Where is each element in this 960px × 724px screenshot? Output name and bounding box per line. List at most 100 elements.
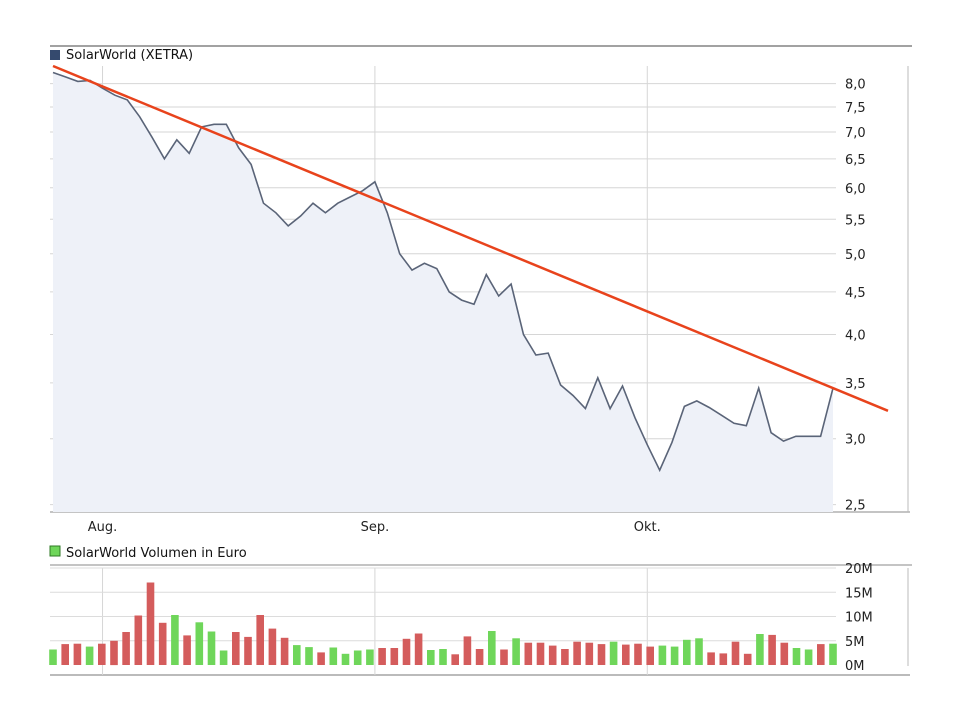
volume-bar: [622, 644, 630, 665]
volume-bar: [646, 646, 654, 665]
volume-bar: [817, 644, 825, 665]
price-y-tick-label: 8,0: [845, 78, 866, 93]
volume-bars: [49, 582, 837, 666]
price-x-axis: Aug. Sep. Okt.: [88, 520, 661, 535]
volume-bar: [829, 643, 837, 665]
volume-bar: [500, 649, 508, 665]
volume-bar: [609, 641, 618, 665]
price-y-tick-label: 6,0: [845, 182, 866, 197]
volume-grid: [50, 567, 836, 675]
volume-bar: [512, 638, 520, 665]
price-panel: 8,0 7,5 7,0 6,5 6,0 5,5 5,0 4,5 4,0 3,5 3,0 2,5 Aug…: [50, 45, 912, 535]
volume-bar: [719, 653, 728, 665]
price-line: [52, 71, 834, 473]
price-y-tick-label: 7,0: [845, 126, 866, 141]
price-y-tick-label: 4,0: [845, 329, 866, 344]
volume-bar: [305, 647, 313, 665]
volume-bar: [414, 633, 423, 665]
volume-bar: [329, 647, 338, 665]
volume-bar: [743, 653, 752, 665]
volume-bar: [658, 645, 667, 665]
volume-bar: [195, 622, 204, 665]
price-y-tick-label: 5,0: [845, 248, 866, 263]
volume-bar: [317, 652, 325, 665]
volume-bar: [402, 638, 411, 665]
price-y-tick-label: 7,5: [845, 101, 866, 116]
volume-bar: [451, 654, 459, 665]
volume-y-tick-label: 10M: [845, 611, 873, 626]
price-y-tick-label: 6,5: [845, 153, 866, 168]
volume-bar: [792, 648, 801, 665]
price-y-tick-label: 3,5: [845, 377, 866, 392]
volume-bar: [134, 615, 143, 665]
price-area: [53, 72, 833, 512]
trendline: [52, 64, 889, 412]
volume-legend-marker: [49, 545, 61, 557]
volume-bar: [366, 649, 374, 665]
volume-bar: [146, 582, 155, 665]
volume-bar: [536, 642, 545, 665]
price-y-tick-label: 3,0: [845, 433, 866, 448]
volume-bar: [378, 648, 386, 665]
volume-bar: [427, 650, 435, 665]
volume-bar: [573, 641, 581, 665]
volume-bar: [73, 643, 82, 665]
x-tick-label: Sep.: [361, 520, 390, 535]
price-y-tick-label: 2,5: [845, 499, 866, 514]
volume-bar: [390, 648, 399, 665]
volume-bar: [49, 649, 57, 665]
volume-bar: [85, 646, 94, 665]
volume-bar: [293, 645, 301, 665]
volume-bar: [780, 642, 789, 665]
volume-bar: [61, 644, 69, 665]
volume-bar: [232, 632, 240, 665]
volume-y-tick-label: 20M: [845, 562, 873, 577]
x-tick-label: Okt.: [634, 520, 661, 535]
volume-bar: [548, 645, 557, 665]
volume-bar: [207, 631, 216, 665]
volume-bar: [683, 639, 691, 665]
volume-bar: [183, 635, 191, 665]
price-legend-label: SolarWorld (XETRA): [66, 48, 193, 63]
volume-bar: [110, 640, 118, 666]
volume-bar: [244, 636, 252, 665]
volume-bar: [731, 641, 740, 665]
volume-bar: [634, 643, 642, 665]
x-tick-label: Aug.: [88, 520, 118, 535]
volume-bar: [158, 622, 167, 665]
volume-bar: [171, 615, 179, 665]
volume-y-tick-label: 5M: [845, 635, 865, 650]
volume-bar: [695, 638, 703, 665]
volume-bar: [475, 649, 484, 665]
price-y-axis: 8,0 7,5 7,0 6,5 6,0 5,5 5,0 4,5 4,0 3,5 3,0 2,5: [845, 78, 866, 514]
volume-bar: [256, 615, 264, 665]
volume-bar: [524, 642, 533, 665]
volume-bar: [561, 649, 569, 665]
volume-bar: [268, 628, 277, 665]
volume-bar: [98, 643, 106, 665]
price-legend-marker: [50, 50, 60, 60]
price-y-tick-label: 4,5: [845, 286, 866, 301]
volume-y-tick-label: 15M: [845, 586, 873, 601]
volume-bar: [597, 644, 606, 665]
volume-bar: [756, 634, 764, 665]
volume-y-tick-label: 0M: [845, 659, 865, 674]
volume-bar: [488, 631, 496, 665]
volume-bar: [219, 650, 228, 665]
volume-bar: [353, 650, 362, 665]
volume-panel: SolarWorld Volumen in Euro 20M 15M 10M 5M 0M: [49, 545, 912, 676]
volume-bar: [341, 653, 350, 665]
volume-legend-label: SolarWorld Volumen in Euro: [66, 546, 247, 561]
volume-bar: [670, 646, 679, 665]
volume-bar: [122, 632, 130, 665]
price-y-tick-label: 5,5: [845, 213, 866, 228]
volume-bar: [804, 649, 813, 665]
volume-bar: [280, 637, 289, 665]
volume-bar: [463, 636, 472, 665]
volume-bar: [768, 634, 776, 665]
volume-bar: [585, 642, 594, 665]
volume-bar: [707, 652, 715, 665]
volume-bar: [439, 649, 447, 665]
